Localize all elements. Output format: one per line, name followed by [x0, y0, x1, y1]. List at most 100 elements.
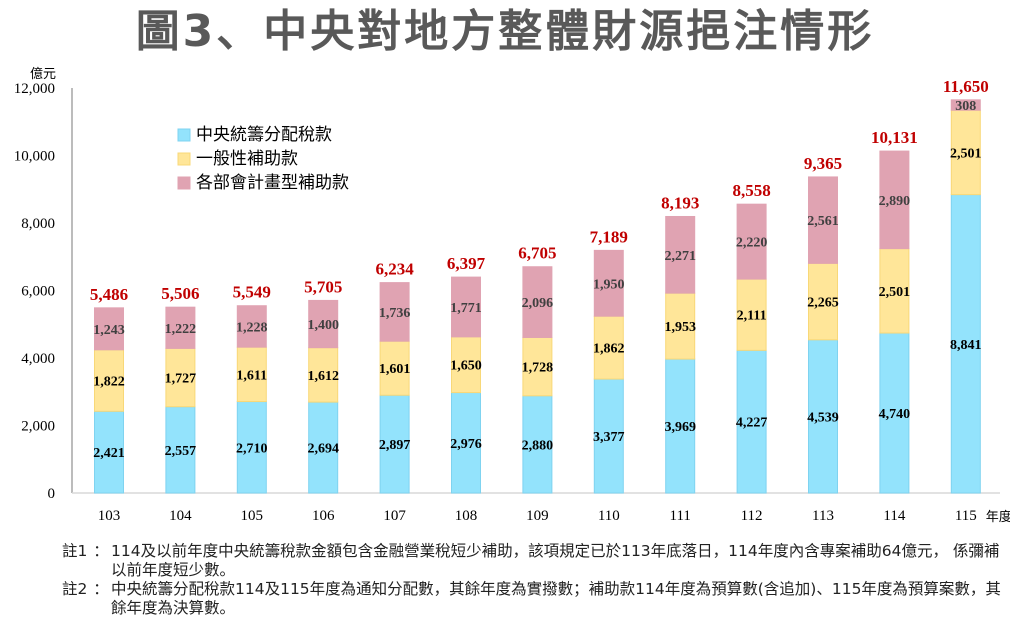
footnotes: 註1 ： 114及以前年度中央統籌稅款金額包含金融營業稅短少補助，該項規定已於1… [62, 542, 1010, 618]
bar-segment [165, 406, 196, 494]
segment-value-label: 2,501 [879, 285, 911, 300]
segment-value-label: 1,243 [93, 323, 125, 338]
bar-segment [451, 392, 481, 494]
total-value-label: 8,558 [732, 181, 770, 200]
segment-value-label: 2,710 [236, 441, 268, 456]
total-value-label: 10,131 [871, 128, 918, 147]
x-tick-label: 106 [312, 508, 335, 524]
bar-segment [593, 249, 624, 317]
segment-value-label: 2,897 [379, 438, 411, 453]
segment-value-label: 1,612 [307, 369, 339, 384]
bars-layer [94, 99, 981, 494]
bar-segment [308, 401, 339, 494]
legend-label: 各部會計畫型補助款 [196, 173, 349, 193]
segment-value-label: 4,539 [807, 410, 839, 425]
bar-segment [593, 315, 624, 380]
bar-segment [950, 99, 981, 111]
y-axis-unit-label: 億元 [30, 66, 56, 82]
x-tick-label: 115 [955, 508, 977, 524]
total-value-label: 6,234 [375, 260, 414, 279]
footnote-separator: ： [93, 580, 109, 598]
x-tick-label: 109 [526, 508, 549, 524]
segment-value-label: 1,611 [236, 368, 267, 383]
total-value-label: 6,705 [518, 244, 556, 263]
segment-value-label: 2,557 [165, 444, 197, 459]
total-value-label: 5,705 [304, 277, 342, 296]
x-tick-label: 108 [455, 508, 478, 524]
bar-segment [379, 282, 410, 342]
bar-segment [451, 276, 481, 338]
total-value-label: 5,506 [161, 284, 199, 303]
total-value-label: 5,549 [233, 283, 271, 302]
footnote-key: 註2 [62, 580, 88, 598]
total-value-label: 9,365 [804, 154, 842, 173]
footnote-1: 註1 ： 114及以前年度中央統籌稅款金額包含金融營業稅短少補助，該項規定已於1… [62, 542, 1010, 580]
footnote-key: 註1 [62, 542, 88, 560]
bar-segment [879, 150, 910, 250]
bar-segment [522, 266, 553, 338]
bar-segment [522, 395, 553, 494]
bar-segment [879, 332, 910, 494]
segment-value-label: 2,220 [736, 236, 768, 251]
bar-segment [879, 248, 910, 334]
x-tick-label: 111 [670, 508, 691, 524]
segment-value-label: 2,111 [737, 309, 767, 324]
stacked-bar-chart: 億元 0 2,000 4,000 6,000 8,000 10,000 12,000 103 10… [14, 66, 1010, 525]
total-value-label: 11,650 [943, 77, 989, 96]
bar-segment [808, 262, 838, 341]
total-value-label: 6,397 [447, 254, 486, 273]
y-tick-label: 8,000 [21, 216, 55, 232]
bar-segment [736, 203, 767, 280]
segment-value-label: 8,841 [950, 338, 982, 353]
bar-segment [665, 215, 696, 294]
segment-value-label: 1,822 [93, 375, 125, 390]
total-value-label: 7,189 [590, 227, 628, 246]
segment-value-label: 1,228 [236, 320, 268, 335]
segment-value-label: 2,976 [450, 437, 482, 452]
segment-value-label: 2,694 [307, 442, 339, 457]
bar-segment [165, 347, 196, 408]
x-tick-label: 114 [883, 508, 905, 524]
segment-value-label: 1,862 [593, 342, 625, 357]
y-tick-label: 10,000 [14, 149, 55, 165]
bar-segment [665, 358, 696, 494]
segment-value-label: 1,728 [522, 361, 554, 376]
y-tick-label: 4,000 [21, 351, 55, 367]
segment-value-label: 2,501 [950, 146, 982, 161]
x-tick-label: 104 [169, 508, 192, 524]
segment-value-label: 1,400 [307, 318, 339, 333]
segment-value-label: 2,880 [522, 438, 554, 453]
x-tick-label: 103 [98, 508, 121, 524]
segment-value-label: 1,222 [165, 322, 197, 337]
bar-segment [308, 299, 339, 349]
segment-value-label: 1,601 [379, 362, 411, 377]
segment-value-label: 1,771 [450, 301, 482, 316]
total-value-label: 8,193 [661, 193, 699, 212]
segment-value-label: 4,227 [736, 416, 768, 431]
legend-swatch [177, 152, 191, 166]
segment-value-label: 2,271 [664, 249, 696, 264]
legend-swatch [177, 128, 191, 142]
footnote-text: 114及以前年度中央統籌稅款金額包含金融營業稅短少補助，該項規定已於113年底落… [111, 542, 1000, 579]
segment-value-label: 2,096 [522, 296, 554, 311]
segment-value-label: 1,950 [593, 277, 625, 292]
segment-value-label: 1,650 [450, 359, 482, 374]
legend-label: 中央統籌分配稅款 [196, 125, 332, 145]
segment-value-label: 3,969 [664, 420, 696, 435]
x-tick-label: 112 [741, 508, 763, 524]
bar-segment [379, 394, 410, 494]
y-tick-label: 12,000 [14, 81, 55, 97]
bar-segment [94, 307, 124, 351]
segment-value-label: 1,736 [379, 306, 411, 321]
footnote-separator: ： [93, 542, 109, 560]
legend-swatch [177, 176, 191, 190]
bar-segment [808, 176, 838, 264]
segment-value-label: 308 [955, 99, 976, 114]
segment-value-label: 1,953 [664, 320, 696, 335]
bar-segment [236, 305, 267, 348]
y-tick-label: 6,000 [21, 284, 55, 300]
x-tick-label: 105 [241, 508, 264, 524]
x-tick-label: 113 [812, 508, 834, 524]
x-tick-label: 110 [598, 508, 620, 524]
